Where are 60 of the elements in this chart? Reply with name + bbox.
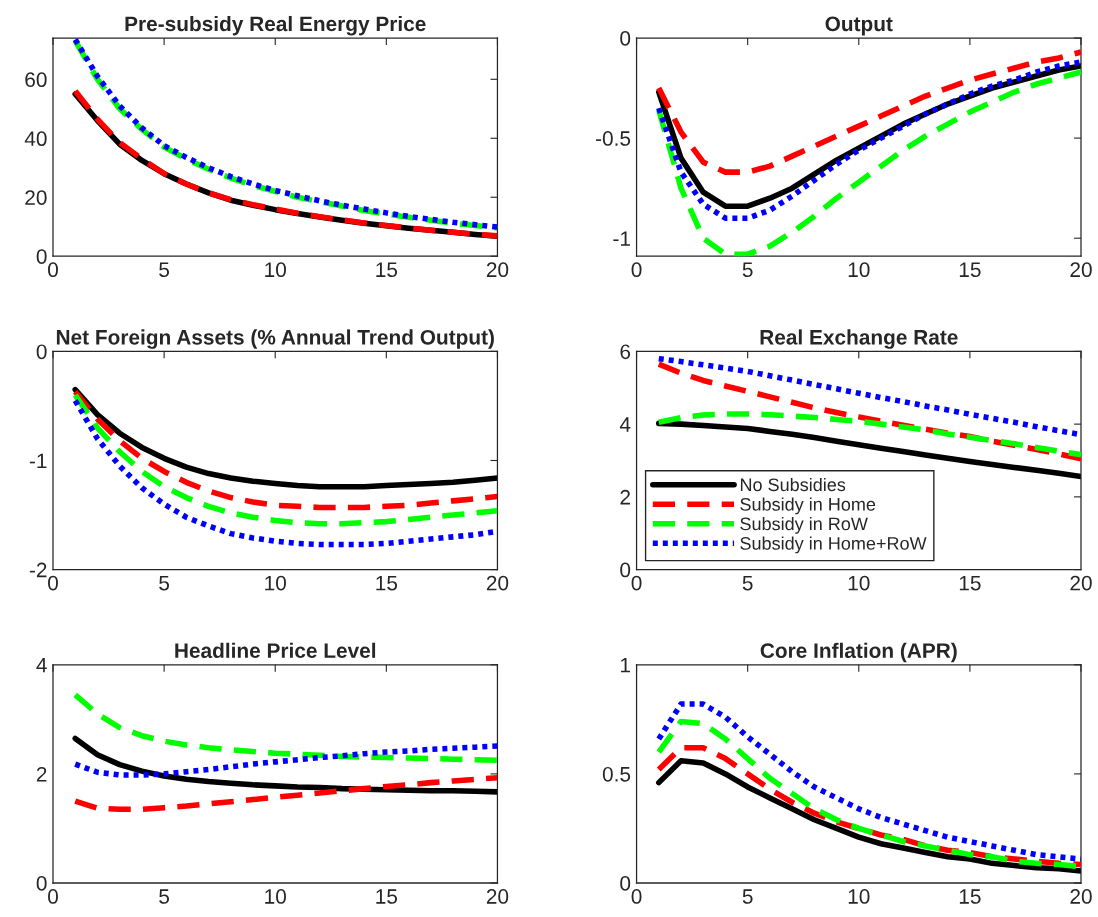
x-tick-label: 10 [848,262,870,278]
y-tick-label: 0 [620,562,631,578]
x-tick-label: 15 [376,575,398,591]
y-tick-label: -0.5 [596,131,631,146]
x-tick-label: 5 [742,262,753,278]
y-tick-label: 6 [620,344,631,360]
y-tick-label: 0.5 [602,766,631,782]
x-tick-label: 0 [48,889,58,904]
x-tick-label: 0 [48,575,58,591]
y-tick-label: 60 [25,72,47,88]
x-tick-label: 20 [1070,262,1092,278]
chart-title: Pre-subsidy Real Energy Price [125,15,426,36]
y-tick-label: 40 [24,131,47,147]
x-tick-label: 0 [48,262,58,278]
y-tick-label: 2 [620,489,630,505]
x-tick-label: 5 [159,262,170,278]
x-tick-label: 15 [376,262,398,278]
y-tick-label: 0 [36,876,47,891]
x-tick-label: 15 [959,262,981,278]
chart-title: Core Inflation (APR) [760,642,957,663]
y-tick-label: 0 [620,31,631,46]
chart-title: Output [825,16,893,36]
y-tick-label: 0 [620,876,631,891]
y-tick-label: -1 [29,453,47,469]
legend-label: No Subsidies [740,477,846,492]
chart-title: Real Exchange Rate [760,329,958,349]
legend-label: Subsidy in Home+RoW [740,536,927,554]
x-tick-label: 0 [631,889,642,904]
x-tick-label: 0 [631,575,642,591]
y-tick-label: 1 [621,657,630,673]
y-tick-label: 2 [36,766,47,782]
y-tick-label: 0 [36,344,47,360]
x-tick-label: 5 [742,575,753,591]
x-tick-label: 10 [848,575,870,591]
chart-title: Net Foreign Assets (% Annual Trend Output) [56,329,494,349]
x-tick-label: 20 [486,575,509,591]
x-tick-label: 10 [265,889,286,904]
x-tick-label: 15 [959,575,981,591]
x-tick-label: 0 [631,262,642,278]
y-tick-label: 0 [36,249,47,264]
x-tick-label: 15 [376,889,398,904]
x-tick-label: 20 [486,889,509,904]
x-tick-label: 5 [159,889,170,904]
x-tick-label: 20 [486,262,509,278]
x-tick-label: 15 [959,889,981,904]
y-tick-label: -2 [29,562,47,578]
y-tick-label: -1 [613,231,630,246]
legend-label: Subsidy in RoW [740,517,868,534]
chart-title: Headline Price Level [175,642,376,659]
x-tick-label: 10 [265,262,286,278]
x-tick-label: 10 [265,575,286,591]
x-tick-label: 5 [159,575,170,591]
x-tick-label: 20 [1070,575,1092,591]
legend-label: Subsidy in Home [740,497,876,515]
x-tick-label: 10 [848,889,870,904]
y-tick-label: 20 [25,190,47,206]
x-tick-label: 5 [742,889,753,904]
y-tick-label: 4 [36,657,47,673]
x-tick-label: 20 [1070,889,1092,904]
y-tick-label: 4 [619,417,631,432]
